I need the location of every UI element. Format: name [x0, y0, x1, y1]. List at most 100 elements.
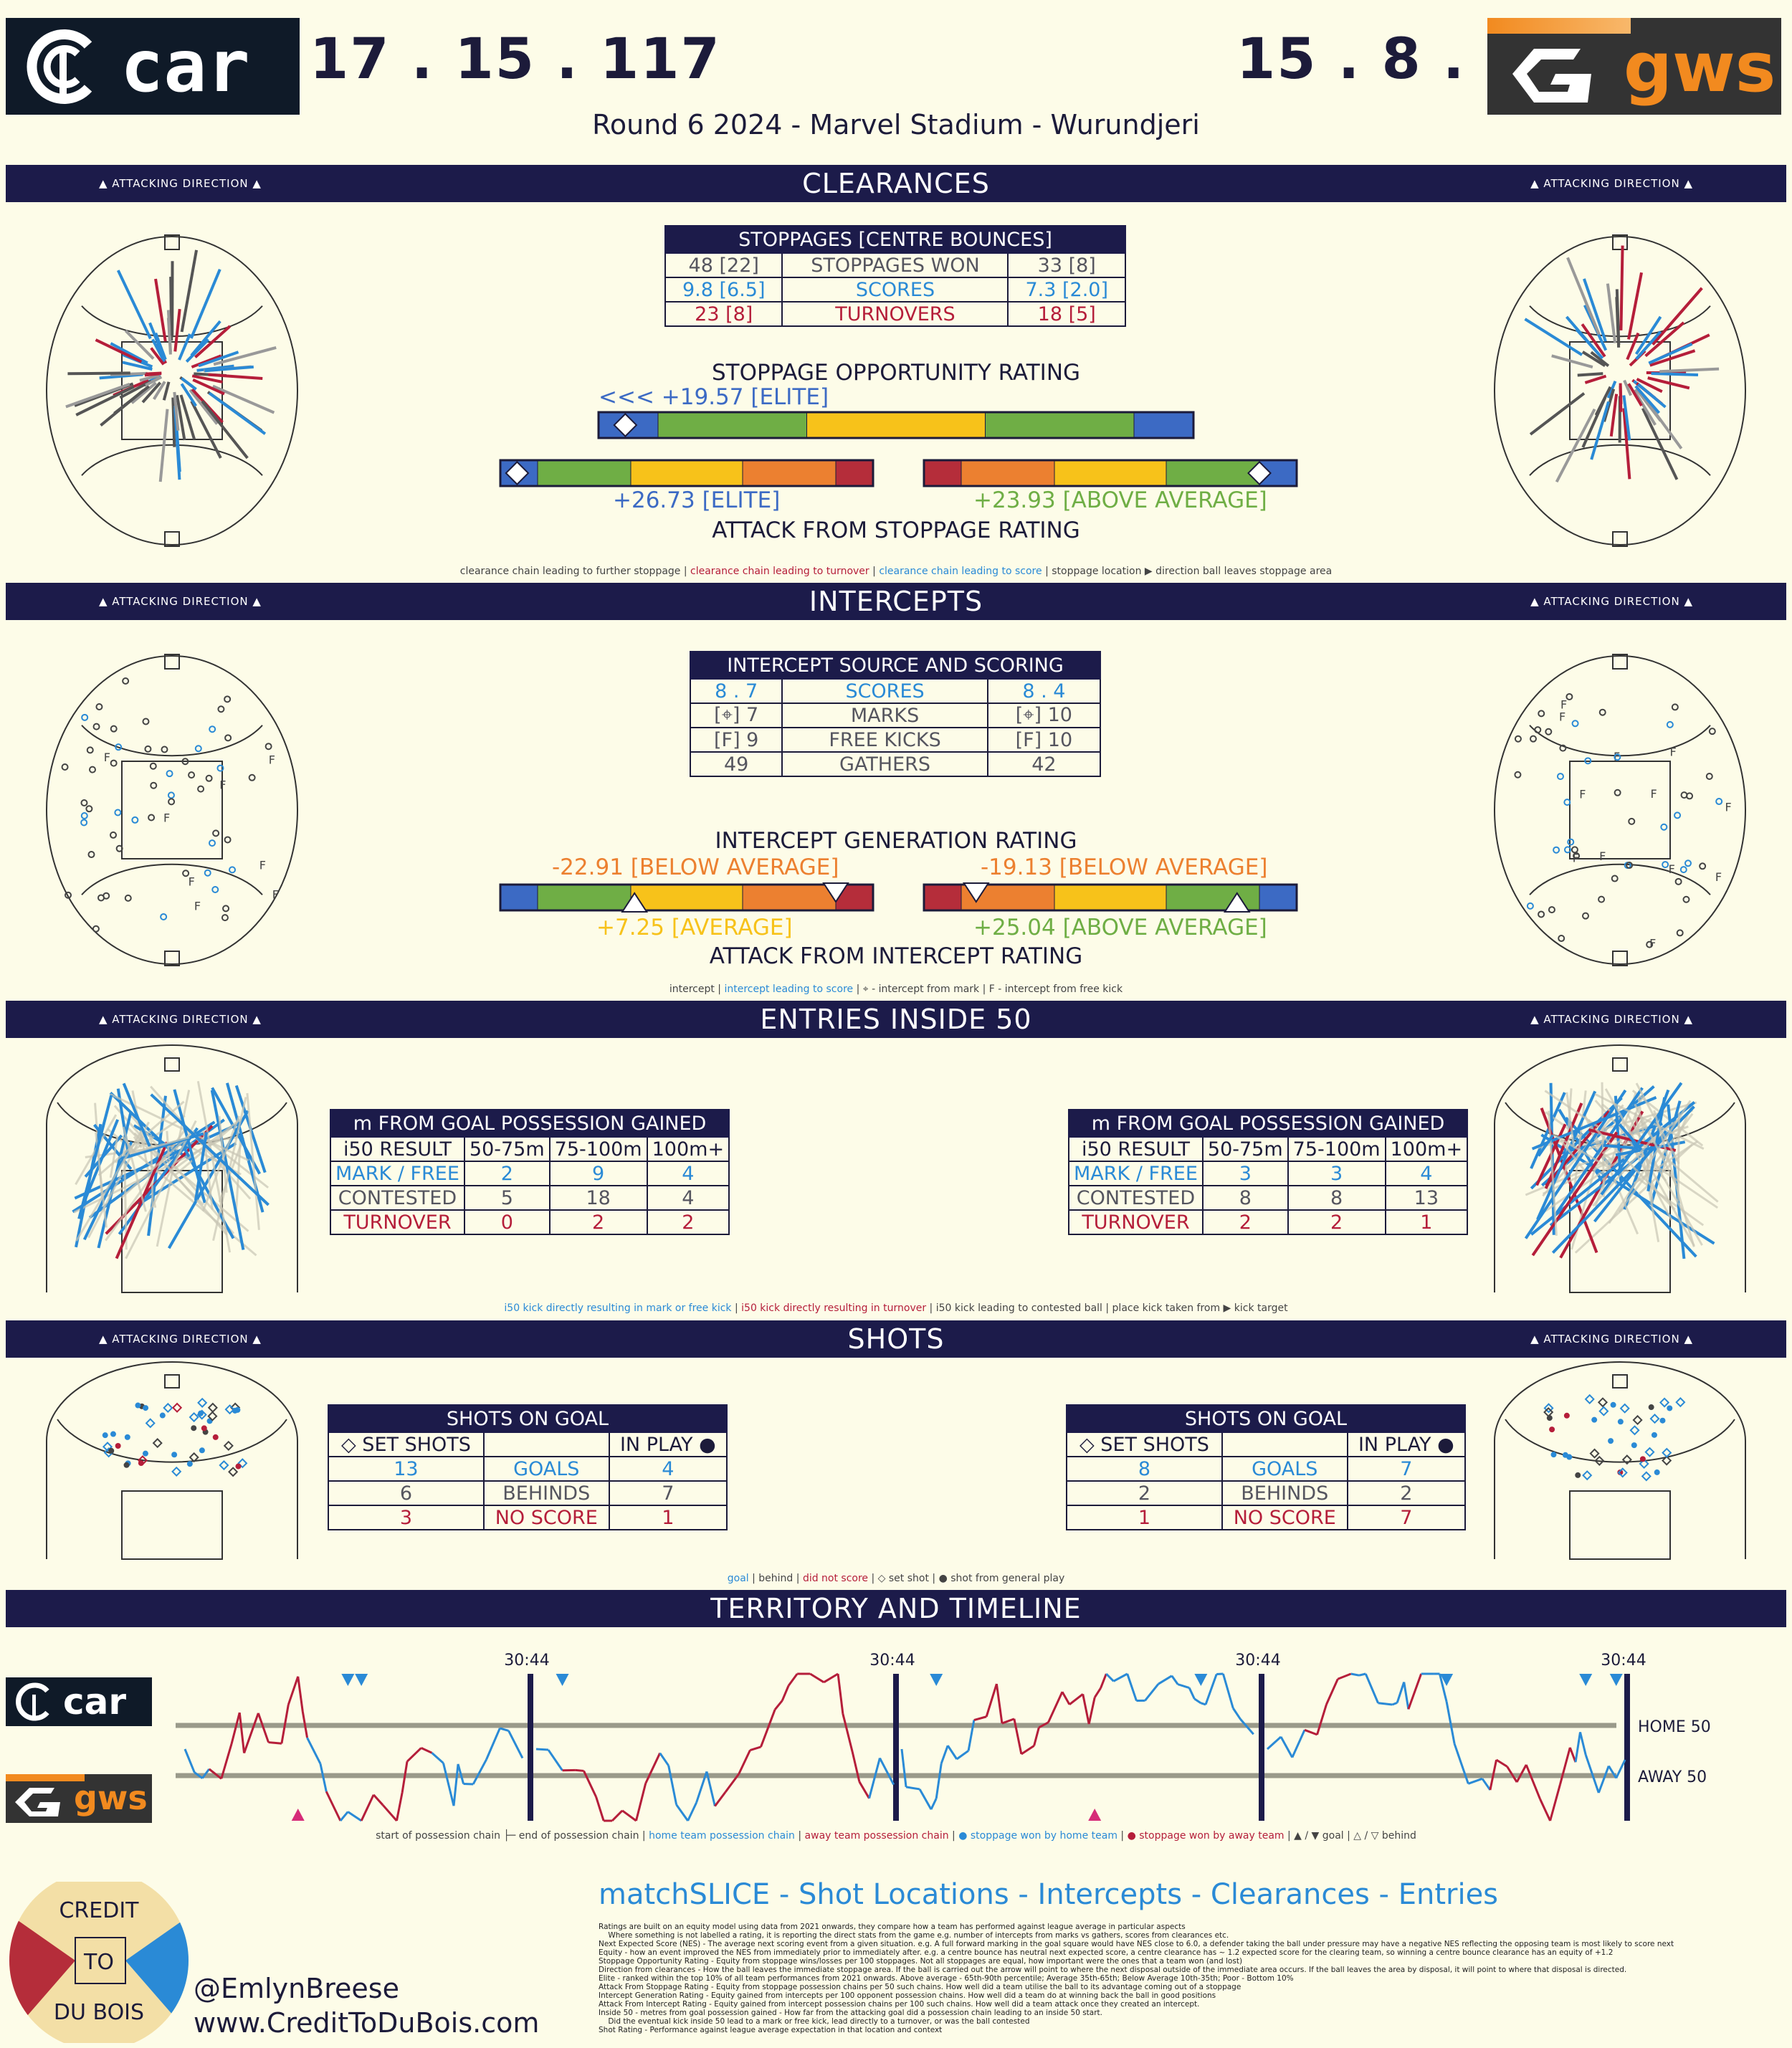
- intercept-dot: [1559, 744, 1567, 752]
- attacking-direction-left: ▲ ATTACKING DIRECTION ▲: [99, 177, 262, 190]
- rating-segment: [961, 459, 1055, 487]
- stoppage-scores-home: 9.8 [6.5]: [664, 277, 783, 303]
- quarter-divider: [1259, 1674, 1264, 1821]
- cell: CONTESTED: [1068, 1185, 1204, 1211]
- possession-chain: [1597, 1766, 1610, 1794]
- twitter-handle[interactable]: @EmlynBreese: [194, 1973, 399, 2004]
- cell: 3: [1201, 1161, 1289, 1186]
- intercept-dot: [1705, 772, 1713, 780]
- possession-chain: [1525, 1764, 1541, 1800]
- clearance-arrow: [162, 381, 171, 401]
- intercept-legend: intercept | intercept leading to score |…: [0, 983, 1792, 995]
- cell: 2: [646, 1209, 730, 1235]
- cell: 13: [328, 1456, 485, 1482]
- free-kick-marker: F: [189, 875, 195, 889]
- cell: 7: [1346, 1456, 1467, 1482]
- clearance-arrow: [1635, 330, 1662, 361]
- entry-kick: [1549, 1135, 1666, 1227]
- possession-chain: [750, 1745, 761, 1751]
- possession-chain: [967, 1720, 976, 1751]
- entry-kick: [196, 1080, 232, 1253]
- table-row: MARK / FREE 3 3 4: [1068, 1161, 1469, 1186]
- col-header: i50 RESULT: [1068, 1136, 1204, 1162]
- free-kick-marker: F: [272, 888, 279, 902]
- table-row: i50 RESULT 50-75m 75-100m 100m+: [330, 1136, 730, 1162]
- intercept-home-bar: [499, 882, 874, 913]
- possession-chain: [1396, 1682, 1406, 1703]
- intercept-dot: [110, 831, 118, 839]
- entries-title: ENTRIES INSIDE 50: [760, 1004, 1032, 1035]
- rating-marker: [505, 461, 530, 485]
- table-row: 9.8 [6.5] SCORES 7.3 [2.0]: [664, 277, 1126, 303]
- clearance-arrow: [1622, 408, 1631, 480]
- possession-chain: [879, 1757, 895, 1786]
- shot-set-shot: [1584, 1394, 1595, 1404]
- possession-chain: [319, 1763, 328, 1792]
- possession-chain: [395, 1792, 404, 1821]
- quarter-divider: [528, 1674, 533, 1821]
- shot-in-play: [1651, 1432, 1657, 1438]
- intercept-scores-home: 8 . 7: [689, 678, 783, 704]
- possession-chain: [1144, 1683, 1160, 1702]
- website-link[interactable]: www.CreditToDuBois.com: [194, 2007, 540, 2039]
- shots-table-title: SHOTS ON GOAL: [1066, 1404, 1466, 1433]
- timeline-legend: start of possession chain ├─ end of poss…: [0, 1830, 1792, 1842]
- free-kick-marker: F: [1669, 862, 1675, 876]
- possession-chain: [659, 1752, 669, 1766]
- clearance-arrow: [154, 332, 167, 361]
- clearance-arrow: [1634, 385, 1661, 414]
- clearance-arrow: [191, 354, 222, 368]
- cell: 8: [1066, 1456, 1223, 1482]
- attacking-direction-left: ▲ ATTACKING DIRECTION ▲: [99, 1013, 262, 1026]
- possession-chain: [1266, 1735, 1282, 1751]
- shot-in-play: [138, 1460, 144, 1467]
- possession-chain: [230, 1712, 241, 1745]
- clearance-arrow: [110, 342, 148, 365]
- possession-chain: [595, 1796, 605, 1821]
- intercept-dot: [92, 925, 100, 933]
- attack-intercept-home: +7.25 [AVERAGE]: [596, 915, 793, 940]
- shot-in-play: [115, 1442, 121, 1449]
- rating-segment: [537, 884, 632, 911]
- possession-chain: [837, 1673, 844, 1714]
- clearance-arrow: [113, 385, 150, 415]
- possession-chain: [760, 1709, 776, 1748]
- note-line: Did the eventual kick inside 50 lead to …: [599, 2017, 1030, 2026]
- possession-chain: [1403, 1682, 1410, 1710]
- entry-kick: [201, 1115, 240, 1212]
- cell: 0: [463, 1209, 551, 1235]
- note-line: Intercept Generation Rating - Equity gai…: [599, 1991, 1216, 2000]
- possession-chain: [1093, 1687, 1102, 1698]
- shot-in-play: [201, 1425, 207, 1432]
- clearance-arrow: [171, 397, 176, 447]
- intercept-dot: [80, 819, 88, 827]
- field-boundary: [1494, 1044, 1746, 1292]
- possession-chain: [220, 1743, 233, 1779]
- rating-segment: [630, 459, 743, 487]
- home-goal-marker: [930, 1674, 943, 1686]
- entry-kick: [1594, 1128, 1676, 1211]
- shot-in-play: [1617, 1419, 1624, 1425]
- possession-chain: [773, 1700, 783, 1710]
- entry-kick: [1565, 1092, 1575, 1146]
- shot-set-shot: [207, 1402, 218, 1413]
- col-header: 50-75m: [1201, 1136, 1289, 1162]
- intercept-dot: [110, 759, 118, 767]
- shot-set-shot: [145, 1418, 156, 1429]
- shot-set-shot: [1621, 1454, 1632, 1465]
- table-row: MARK / FREE 2 9 4: [330, 1161, 730, 1186]
- free-kick-marker: F: [1559, 710, 1565, 723]
- stoppages-table: STOPPAGES [CENTRE BOUNCES] 48 [22] STOPPA…: [664, 225, 1126, 327]
- field-boundary: [1494, 236, 1746, 546]
- shot-in-play: [1667, 1405, 1673, 1411]
- clearance-arrow: [1648, 343, 1693, 365]
- intercept-dot: [1565, 692, 1573, 700]
- table-row: 49 GATHERS 42: [689, 751, 1102, 777]
- intercept-dot: [124, 894, 132, 902]
- clearance-arrow: [1565, 315, 1600, 356]
- legend-item: ● stoppage won by home team: [958, 1830, 1117, 1842]
- col-header: 75-100m: [548, 1136, 648, 1162]
- fifty-arc: [57, 1419, 287, 1463]
- cell: MARK / FREE: [1068, 1161, 1204, 1186]
- intercept-dot: [86, 746, 94, 754]
